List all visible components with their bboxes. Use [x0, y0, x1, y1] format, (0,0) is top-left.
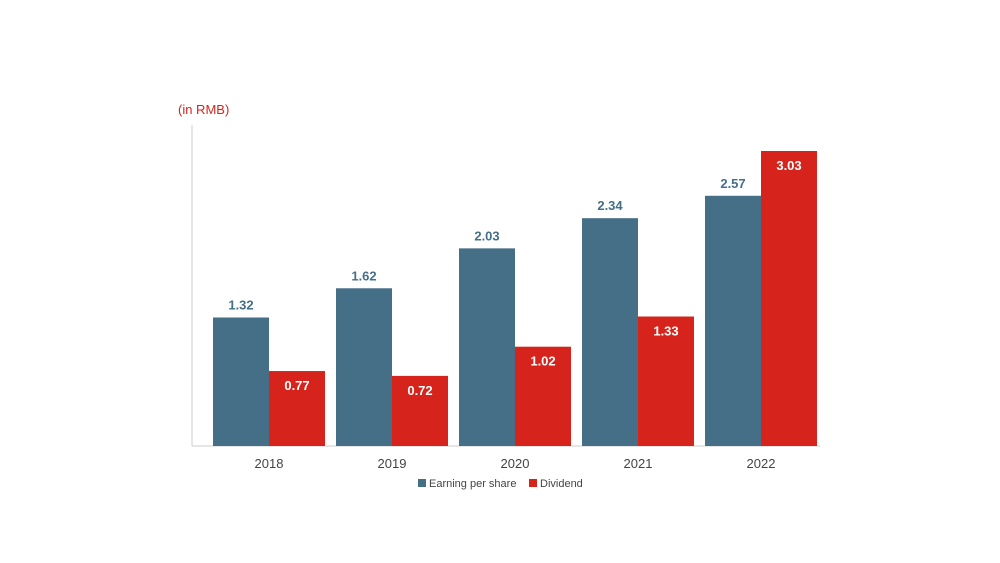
data-label-earning-per-share-2018: 1.32: [228, 297, 253, 312]
bar-earning-per-share-2020: [459, 248, 515, 446]
data-label-earning-per-share-2019: 1.62: [351, 268, 376, 283]
data-label-dividend-2018: 0.77: [284, 378, 309, 393]
x-tick-label-2018: 2018: [255, 456, 284, 471]
data-label-dividend-2020: 1.02: [530, 354, 555, 369]
legend-swatch-earning-per-share: [418, 479, 426, 487]
bar-dividend-2018: [269, 371, 325, 446]
data-label-earning-per-share-2022: 2.57: [720, 176, 745, 191]
bar-earning-per-share-2019: [336, 288, 392, 446]
x-tick-label-2022: 2022: [747, 456, 776, 471]
data-label-dividend-2022: 3.03: [776, 158, 801, 173]
bar-earning-per-share-2018: [213, 317, 269, 446]
x-tick-label-2021: 2021: [624, 456, 653, 471]
bar-dividend-2019: [392, 375, 448, 446]
data-label-earning-per-share-2021: 2.34: [597, 198, 623, 213]
bar-dividend-2020: [515, 346, 571, 446]
data-label-earning-per-share-2020: 2.03: [474, 228, 499, 243]
data-label-dividend-2021: 1.33: [653, 324, 678, 339]
x-tick-label-2020: 2020: [501, 456, 530, 471]
bar-dividend-2021: [638, 316, 694, 446]
legend-swatch-dividend: [529, 479, 537, 487]
data-label-dividend-2019: 0.72: [407, 383, 432, 398]
x-tick-label-2019: 2019: [378, 456, 407, 471]
legend-label-dividend: Dividend: [540, 478, 583, 490]
x-tick-labels: 2018 2019 2020 2021 2022: [255, 456, 776, 471]
bar-earning-per-share-2022: [705, 195, 761, 446]
legend: Earning per share Dividend: [418, 478, 583, 490]
legend-label-earning-per-share: Earning per share: [429, 478, 516, 490]
unit-label: (in RMB): [178, 102, 229, 117]
bar-earning-per-share-2021: [582, 218, 638, 446]
bar-dividend-2022: [761, 151, 817, 446]
bars-group: 1.32 0.77 1.62 0.72 2.03 1.02 2.34 1.33 2.57 3.03: [213, 151, 817, 446]
